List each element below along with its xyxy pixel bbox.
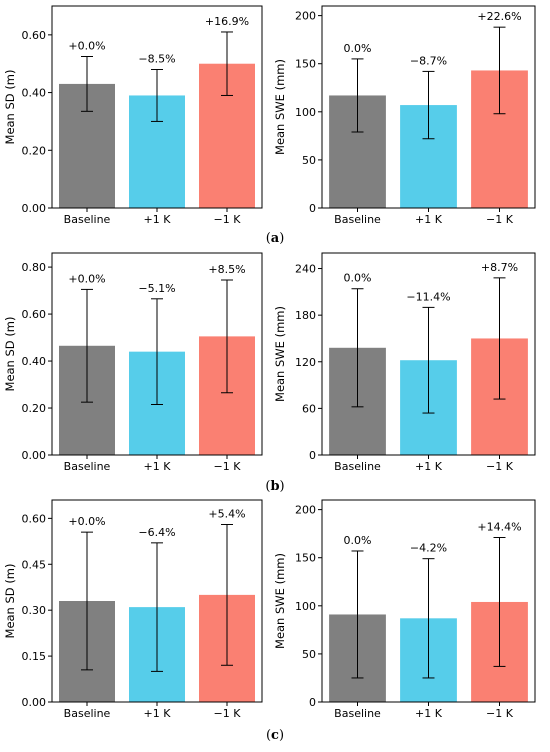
panel-label-close: ): [279, 728, 284, 743]
panel-label: (a): [266, 231, 285, 246]
x-tick-label: Baseline: [64, 213, 111, 226]
x-tick-label: −1 K: [214, 460, 242, 473]
y-tick-label: 0.30: [22, 604, 47, 617]
plot-frame: [51, 499, 263, 703]
y-tick-label: 0.20: [22, 144, 47, 157]
panel-label-letter: c: [271, 728, 279, 743]
panel-label: (c): [266, 728, 284, 743]
y-tick-label: 0: [309, 202, 316, 215]
y-tick-label: 0.00: [22, 202, 47, 215]
bar-annotation: −8.5%: [138, 52, 175, 65]
bar-annotation: +5.4%: [208, 507, 245, 520]
y-tick-label: 100: [295, 600, 316, 613]
chart-4: 0.0% Baseline −11.4% +1 K +8.7% −1 K 0 60 120 180…: [273, 252, 536, 473]
y-tick-label: 0: [309, 696, 316, 709]
bar-annotation: −4.2%: [410, 542, 447, 555]
y-axis-label: Mean SWE (mm): [273, 59, 287, 155]
bar-annotation: +0.0%: [68, 40, 105, 53]
y-tick-label: 0.60: [22, 29, 47, 42]
bar-annotation: −8.7%: [410, 54, 447, 67]
y-tick-label: 180: [295, 309, 316, 322]
x-tick-label: −1 K: [486, 460, 514, 473]
y-tick-label: 150: [295, 552, 316, 565]
panel-label: (b): [265, 479, 284, 494]
bar-annotation: +0.0%: [68, 272, 105, 285]
y-axis-label: Mean SD (m): [3, 70, 17, 145]
y-axis-label: Mean SWE (mm): [273, 553, 287, 649]
y-tick-label: 0.20: [22, 402, 47, 415]
plot-frame: [321, 5, 536, 209]
panel-label-open: (: [266, 231, 271, 246]
chart-1: +0.0% Baseline −8.5% +1 K +16.9% −1 K 0.00 0.20…: [3, 5, 263, 226]
y-tick-label: 0.40: [22, 87, 47, 100]
bar-annotation: +0.0%: [68, 515, 105, 528]
y-tick-label: 0.45: [22, 558, 47, 571]
y-axis-label: Mean SD (m): [3, 317, 17, 392]
panel-label-open: (: [266, 728, 271, 743]
bar-annotation: −6.4%: [138, 526, 175, 539]
bar-annotation: −11.4%: [406, 290, 450, 303]
bar-annotation: +22.6%: [477, 10, 521, 23]
bar-annotation: +14.4%: [477, 521, 521, 534]
x-tick-label: −1 K: [214, 213, 242, 226]
y-tick-label: 0: [309, 449, 316, 462]
y-tick-label: 200: [295, 504, 316, 517]
chart-2: 0.0% Baseline −8.7% +1 K +22.6% −1 K 0 50 100 150…: [273, 5, 536, 226]
chart-3: +0.0% Baseline −5.1% +1 K +8.5% −1 K 0.00 0.20 0…: [3, 252, 263, 473]
y-tick-label: 0.60: [22, 512, 47, 525]
y-tick-label: 0.15: [22, 650, 47, 663]
x-tick-label: +1 K: [144, 460, 172, 473]
y-axis-label: Mean SWE (mm): [273, 306, 287, 402]
x-tick-label: Baseline: [334, 460, 381, 473]
x-tick-label: +1 K: [415, 213, 443, 226]
y-tick-label: 100: [295, 106, 316, 119]
x-tick-label: +1 K: [415, 707, 443, 720]
bar-annotation: 0.0%: [344, 272, 372, 285]
y-tick-label: 200: [295, 10, 316, 23]
x-tick-label: −1 K: [214, 707, 242, 720]
plot-frame: [321, 499, 536, 703]
y-tick-label: 50: [302, 154, 316, 167]
y-tick-label: 240: [295, 263, 316, 276]
panel-label-close: ): [279, 231, 284, 246]
plot-frame: [321, 252, 536, 456]
bar-annotation: +16.9%: [205, 15, 249, 28]
x-tick-label: −1 K: [486, 707, 514, 720]
y-tick-label: 0.80: [22, 261, 47, 274]
y-axis-label: Mean SD (m): [3, 564, 17, 639]
panel-label-letter: a: [271, 231, 280, 246]
bar-annotation: 0.0%: [344, 534, 372, 547]
y-tick-label: 0.40: [22, 355, 47, 368]
panel-label-open: (: [265, 479, 270, 494]
plot-frame: [51, 252, 263, 456]
x-tick-label: +1 K: [144, 213, 172, 226]
panel-label-letter: b: [270, 479, 279, 494]
y-tick-label: 150: [295, 58, 316, 71]
y-tick-label: 50: [302, 648, 316, 661]
x-tick-label: Baseline: [334, 213, 381, 226]
x-tick-label: Baseline: [64, 707, 111, 720]
plot-frame: [51, 5, 263, 209]
bar-annotation: +8.7%: [481, 261, 518, 274]
x-tick-label: +1 K: [144, 707, 172, 720]
bar-annotation: −5.1%: [138, 282, 175, 295]
chart-6: 0.0% Baseline −4.2% +1 K +14.4% −1 K 0 50 100 150…: [273, 499, 536, 720]
x-tick-label: −1 K: [486, 213, 514, 226]
bar-annotation: 0.0%: [344, 42, 372, 55]
x-tick-label: Baseline: [64, 460, 111, 473]
y-tick-label: 120: [295, 356, 316, 369]
x-tick-label: Baseline: [334, 707, 381, 720]
x-tick-label: +1 K: [415, 460, 443, 473]
panel-label-close: ): [280, 479, 285, 494]
y-tick-label: 0.00: [22, 449, 47, 462]
chart-5: +0.0% Baseline −6.4% +1 K +5.4% −1 K 0.00 0.15 0…: [3, 499, 263, 720]
y-tick-label: 0.60: [22, 308, 47, 321]
y-tick-label: 0.00: [22, 696, 47, 709]
y-tick-label: 60: [302, 402, 316, 415]
bar-annotation: +8.5%: [208, 263, 245, 276]
